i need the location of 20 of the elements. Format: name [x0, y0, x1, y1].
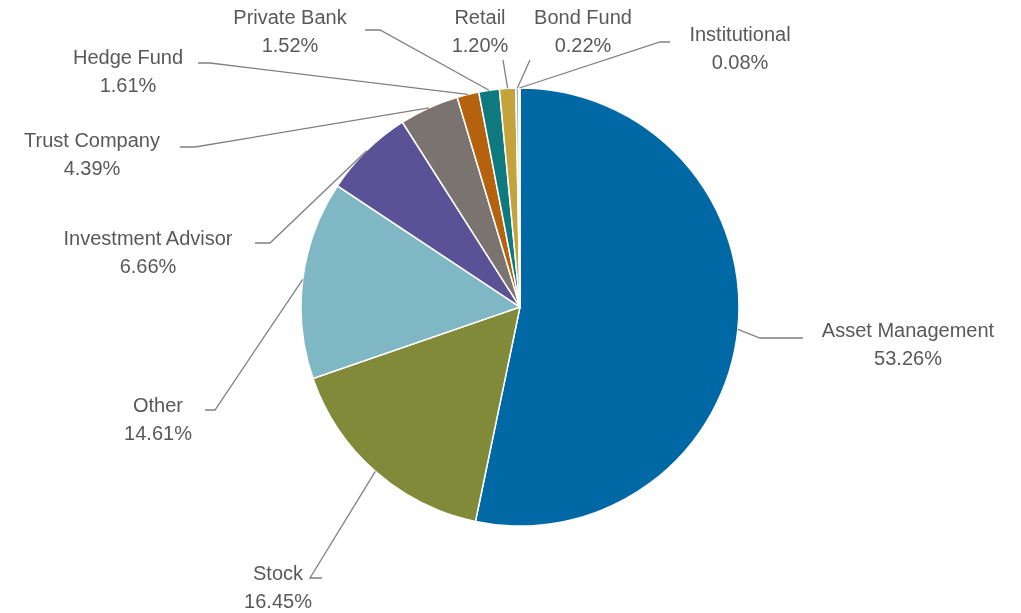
slice-label: Other: [132, 394, 184, 416]
data-label: 6.66%: [119, 255, 177, 277]
slice-label: Bond Fund: [534, 6, 632, 28]
slice-label: Trust Company: [24, 129, 160, 151]
data-label: 16.45%: [244, 590, 313, 612]
data-label: 0.22%: [554, 34, 612, 56]
slice-label: Investment Advisor: [63, 227, 233, 249]
data-label: 0.08%: [711, 51, 769, 73]
data-label: 14.61%: [124, 422, 193, 444]
slice-label: Hedge Fund: [72, 46, 184, 68]
data-label: 1.52%: [261, 34, 319, 56]
slice-label: Asset Management: [821, 319, 995, 341]
data-label: 53.26%: [874, 347, 943, 369]
data-label: 4.39%: [63, 157, 121, 179]
slice-label: Institutional: [689, 23, 791, 45]
data-label: 1.61%: [99, 74, 157, 96]
slice-label: Retail: [454, 6, 506, 28]
data-label: 1.20%: [451, 34, 509, 56]
slice-label: Private Bank: [233, 6, 348, 28]
slice-label: Stock: [252, 562, 304, 584]
